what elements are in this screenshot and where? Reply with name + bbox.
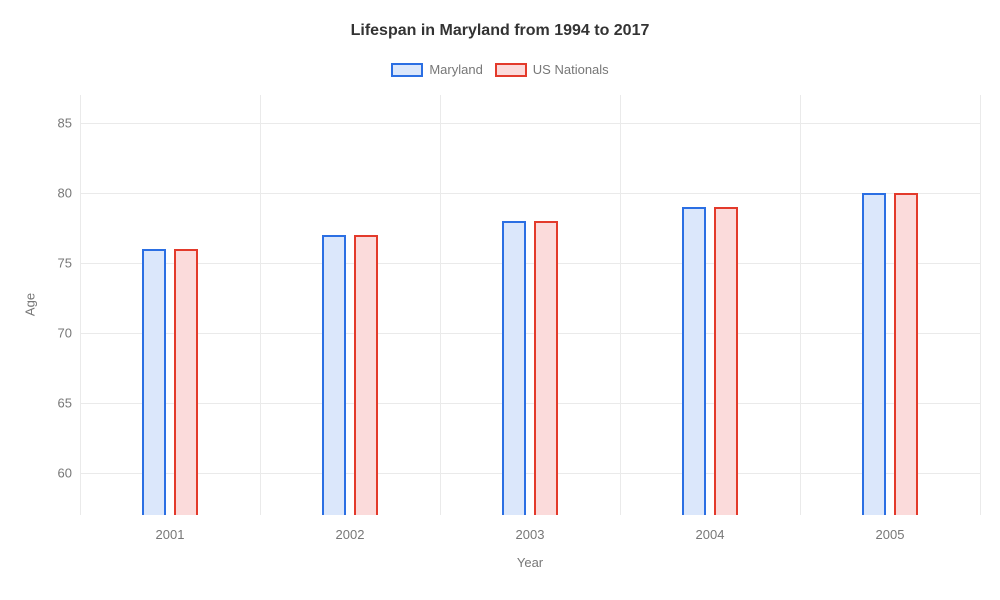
legend-label: Maryland bbox=[429, 62, 482, 77]
gridline-vertical bbox=[800, 95, 801, 515]
gridline-horizontal bbox=[80, 473, 980, 474]
gridline-horizontal bbox=[80, 263, 980, 264]
bar bbox=[322, 235, 346, 515]
x-axis-label: Year bbox=[80, 555, 980, 570]
legend: Maryland US Nationals bbox=[0, 62, 1000, 77]
chart-title: Lifespan in Maryland from 1994 to 2017 bbox=[0, 22, 1000, 40]
gridline-horizontal bbox=[80, 123, 980, 124]
y-tick-label: 85 bbox=[42, 116, 72, 131]
gridline-vertical bbox=[440, 95, 441, 515]
chart-container: Lifespan in Maryland from 1994 to 2017 M… bbox=[0, 0, 1000, 600]
bar bbox=[862, 193, 886, 515]
bar bbox=[682, 207, 706, 515]
legend-swatch bbox=[495, 63, 527, 77]
x-tick-label: 2005 bbox=[876, 527, 905, 542]
bar bbox=[174, 249, 198, 515]
bar bbox=[894, 193, 918, 515]
bar bbox=[502, 221, 526, 515]
x-tick-label: 2001 bbox=[156, 527, 185, 542]
y-tick-label: 75 bbox=[42, 256, 72, 271]
gridline-vertical bbox=[80, 95, 81, 515]
y-tick-label: 65 bbox=[42, 396, 72, 411]
gridline-horizontal bbox=[80, 403, 980, 404]
x-tick-label: 2002 bbox=[336, 527, 365, 542]
x-tick-label: 2004 bbox=[696, 527, 725, 542]
bar bbox=[714, 207, 738, 515]
gridline-horizontal bbox=[80, 333, 980, 334]
legend-swatch bbox=[391, 63, 423, 77]
legend-label: US Nationals bbox=[533, 62, 609, 77]
bar bbox=[354, 235, 378, 515]
y-tick-label: 80 bbox=[42, 186, 72, 201]
legend-item: US Nationals bbox=[495, 62, 609, 77]
x-tick-label: 2003 bbox=[516, 527, 545, 542]
gridline-vertical bbox=[620, 95, 621, 515]
y-axis-label: Age bbox=[23, 285, 38, 325]
gridline-vertical bbox=[260, 95, 261, 515]
legend-item: Maryland bbox=[391, 62, 482, 77]
y-tick-label: 60 bbox=[42, 466, 72, 481]
gridline-horizontal bbox=[80, 193, 980, 194]
y-tick-label: 70 bbox=[42, 326, 72, 341]
gridline-vertical bbox=[980, 95, 981, 515]
bar bbox=[142, 249, 166, 515]
plot-area bbox=[80, 95, 980, 515]
bar bbox=[534, 221, 558, 515]
